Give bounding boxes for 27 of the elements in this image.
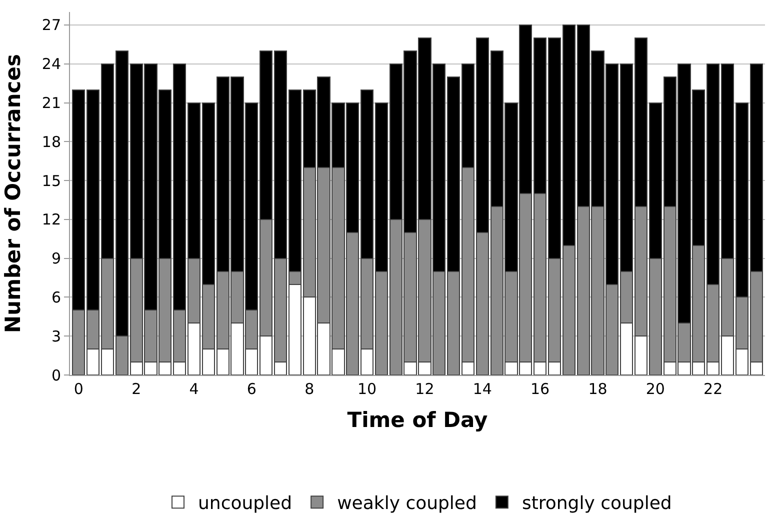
x-tick-label: 6 [246, 380, 256, 398]
x-tick-label: 8 [304, 380, 314, 398]
legend-label: strongly coupled [522, 493, 672, 514]
x-tick-label: 14 [472, 380, 492, 398]
x-tick-label: 20 [646, 380, 665, 398]
x-tick-label: 0 [74, 380, 84, 398]
y-tick-label: 27 [42, 16, 61, 34]
y-axis-title: Number of Occurrances [1, 54, 26, 333]
x-tick-label: 10 [357, 380, 377, 398]
y-tick-label: 9 [51, 250, 61, 268]
legend-label: uncoupled [198, 493, 292, 514]
y-tick-label: 18 [42, 132, 61, 151]
x-tick-label: 22 [704, 380, 723, 398]
y-tick-label: 12 [42, 210, 61, 229]
x-tick-label: 12 [415, 380, 434, 398]
y-tick-label: 21 [42, 94, 61, 112]
x-axis-title: Time of Day [347, 408, 488, 432]
legend-label: weakly coupled [337, 493, 477, 514]
x-tick-label: 18 [588, 380, 608, 398]
x-tick-label: 4 [189, 380, 199, 398]
x-tick-label: 2 [132, 380, 142, 398]
y-tick-label: 6 [51, 288, 61, 306]
y-tick-label: 0 [51, 366, 61, 384]
y-tick-label: 15 [42, 172, 61, 190]
y-tick-label: 3 [51, 327, 61, 346]
y-tick-label: 24 [42, 55, 61, 74]
x-tick-label: 16 [530, 380, 550, 398]
